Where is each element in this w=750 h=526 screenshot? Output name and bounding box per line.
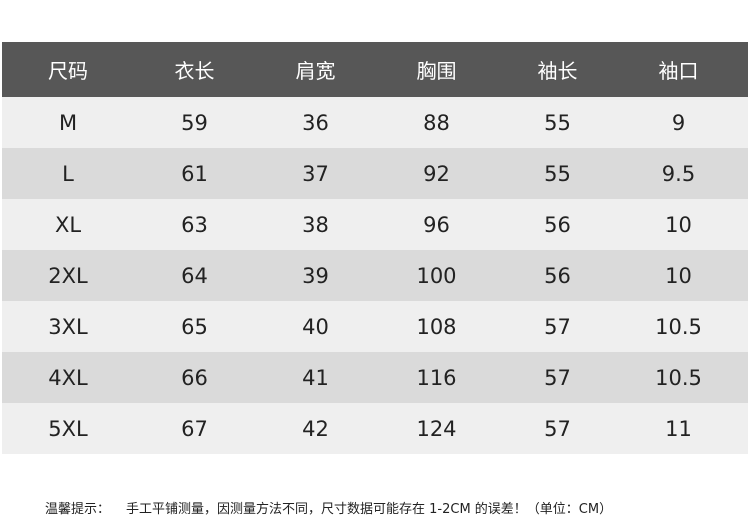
table-cell: 42 bbox=[302, 416, 329, 441]
table-cell: 38 bbox=[302, 212, 329, 237]
table-cell: 2XL bbox=[48, 263, 88, 288]
table-cell: 124 bbox=[416, 416, 457, 441]
table-cell: 108 bbox=[416, 314, 457, 339]
table-cell: 66 bbox=[181, 365, 208, 390]
note: 温馨提示： 手工平铺测量，因测量方法不同，尺寸数据可能存在 1-2CM 的误差！（… bbox=[45, 498, 612, 517]
size-table: 尺码 衣长 肩宽 胸围 袖长 袖口 M 59 36 88 55 9 L 61 37 92 55 9.5 XL 63 38… bbox=[2, 42, 748, 454]
table-cell: 65 bbox=[181, 314, 208, 339]
table-cell: 88 bbox=[423, 110, 450, 135]
table-cell: 41 bbox=[302, 365, 329, 390]
note-text: 手工平铺测量，因测量方法不同，尺寸数据可能存在 1-2CM 的误差！（单位：CM… bbox=[126, 502, 613, 517]
table-row: 5XL 67 42 124 57 11 bbox=[2, 403, 748, 454]
table-cell: 10.5 bbox=[655, 365, 702, 390]
table-cell: 11 bbox=[665, 416, 692, 441]
table-row: L 61 37 92 55 9.5 bbox=[2, 148, 748, 199]
table-cell: 4XL bbox=[48, 365, 88, 390]
table-row: 3XL 65 40 108 57 10.5 bbox=[2, 301, 748, 352]
table-cell: 57 bbox=[544, 365, 571, 390]
table-cell: 63 bbox=[181, 212, 208, 237]
table-row: XL 63 38 96 56 10 bbox=[2, 199, 748, 250]
table-cell: L bbox=[62, 161, 74, 186]
table-cell: 10 bbox=[665, 263, 692, 288]
table-cell: 56 bbox=[544, 263, 571, 288]
table-cell: 116 bbox=[416, 365, 457, 390]
note-label: 温馨提示： bbox=[45, 502, 111, 517]
table-cell: 55 bbox=[544, 161, 571, 186]
table-cell: 37 bbox=[302, 161, 329, 186]
table-row: 2XL 64 39 100 56 10 bbox=[2, 250, 748, 301]
header-cell: 肩宽 bbox=[295, 59, 336, 83]
table-cell: 10.5 bbox=[655, 314, 702, 339]
header-cell: 袖口 bbox=[658, 59, 699, 83]
header-cell: 袖长 bbox=[537, 59, 578, 83]
table-cell: 57 bbox=[544, 314, 571, 339]
table-cell: 39 bbox=[302, 263, 329, 288]
table-cell: 59 bbox=[181, 110, 208, 135]
table-cell: 40 bbox=[302, 314, 329, 339]
table-cell: 9 bbox=[671, 110, 686, 135]
header-cell: 衣长 bbox=[174, 59, 215, 83]
header-cell: 尺码 bbox=[48, 59, 88, 83]
table-cell: 56 bbox=[544, 212, 571, 237]
table-cell: 3XL bbox=[48, 314, 88, 339]
table-cell: 55 bbox=[544, 110, 571, 135]
table-cell: 67 bbox=[181, 416, 208, 441]
header-row: 尺码 衣长 肩宽 胸围 袖长 袖口 bbox=[2, 42, 748, 97]
table-cell: 61 bbox=[181, 161, 208, 186]
table-cell: 100 bbox=[416, 263, 457, 288]
table-cell: 96 bbox=[423, 212, 450, 237]
table-cell: XL bbox=[54, 212, 82, 237]
table-cell: 36 bbox=[302, 110, 329, 135]
table-cell: 64 bbox=[181, 263, 208, 288]
table-cell: 10 bbox=[665, 212, 692, 237]
table-cell: 92 bbox=[423, 161, 450, 186]
table-cell: 9.5 bbox=[661, 161, 696, 186]
table-cell: M bbox=[58, 110, 78, 135]
table-row: M 59 36 88 55 9 bbox=[2, 97, 748, 148]
table-row: 4XL 66 41 116 57 10.5 bbox=[2, 352, 748, 403]
header-cell: 胸围 bbox=[416, 59, 457, 83]
table-cell: 5XL bbox=[48, 416, 88, 441]
table-cell: 57 bbox=[544, 416, 571, 441]
